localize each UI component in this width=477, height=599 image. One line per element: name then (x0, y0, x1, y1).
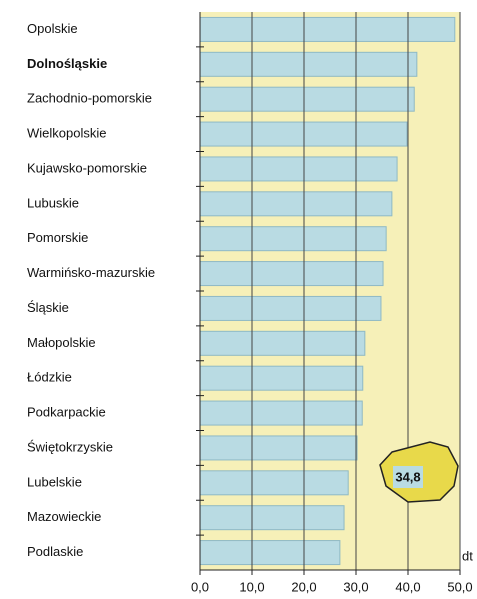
bar (199, 16, 456, 42)
y-tick-label: Opolskie (27, 21, 78, 36)
x-tick-label: 20,0 (291, 579, 316, 594)
y-tick-label: Zachodnio-pomorskie (27, 91, 152, 106)
bar (199, 295, 382, 321)
annotation: 34,8 (395, 469, 420, 484)
bar (199, 505, 345, 531)
x-tick-label: 0,0 (191, 579, 209, 594)
y-tick-label: Podlaskie (27, 544, 83, 559)
bar (199, 261, 384, 287)
bar (199, 86, 415, 112)
bar (199, 400, 363, 426)
x-tick-label: 30,0 (343, 579, 368, 594)
x-axis-label: dt (462, 548, 473, 563)
y-tick-label: Kujawsko-pomorskie (27, 160, 147, 175)
bar (199, 365, 364, 391)
x-tick-label: 10,0 (239, 579, 264, 594)
bar (199, 156, 398, 182)
y-tick-label: Podkarpackie (27, 405, 106, 420)
y-tick-label: Wielkopolskie (27, 126, 106, 141)
x-tick-label: 50,0 (447, 579, 472, 594)
bar (199, 191, 393, 217)
x-tick-label: 40,0 (395, 579, 420, 594)
bar (199, 226, 387, 252)
y-tick-label: Lubuskie (27, 195, 79, 210)
bar (199, 470, 349, 496)
y-tick-label: Pomorskie (27, 230, 88, 245)
y-tick-label: Mazowieckie (27, 509, 101, 524)
y-tick-label: Warmińsko-mazurskie (27, 265, 155, 280)
y-tick-label: Małopolskie (27, 335, 96, 350)
annotation-box (393, 466, 423, 488)
bar (199, 540, 341, 566)
bar (199, 330, 366, 356)
y-tick-label: Śląskie (27, 300, 69, 315)
bar (199, 121, 408, 147)
y-tick-label: Łódzkie (27, 370, 72, 385)
y-tick-label: Świętokrzyskie (27, 439, 113, 454)
bar (199, 51, 418, 77)
y-tick-label: Lubelskie (27, 474, 82, 489)
bar (199, 435, 358, 461)
y-tick-label: Dolnośląskie (27, 56, 107, 71)
